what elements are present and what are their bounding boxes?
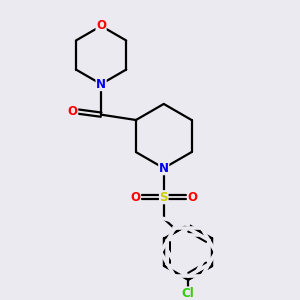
Text: S: S	[160, 191, 168, 204]
Text: O: O	[68, 105, 78, 118]
Text: N: N	[96, 78, 106, 91]
Text: N: N	[159, 162, 169, 175]
Text: O: O	[130, 191, 140, 204]
Text: O: O	[96, 20, 106, 32]
Text: Cl: Cl	[182, 287, 195, 300]
Text: O: O	[188, 191, 197, 204]
